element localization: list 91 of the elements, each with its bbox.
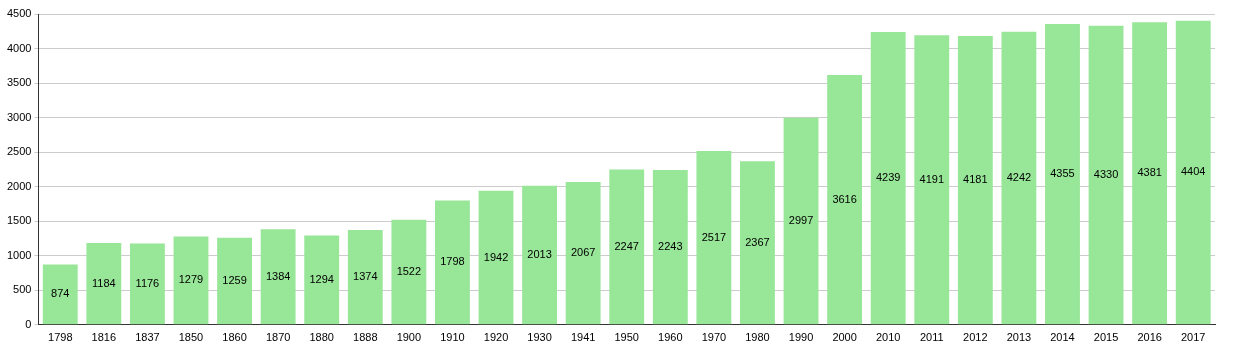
data-label: 4330 — [1093, 168, 1119, 181]
x-tick-label: 1970 — [701, 331, 727, 344]
x-tick-label: 2012 — [963, 331, 988, 344]
y-tick-label: 3000 — [6, 110, 32, 123]
x-tick-label: 2010 — [875, 331, 901, 344]
bar — [565, 182, 601, 325]
x-tick-label: 1860 — [222, 331, 247, 344]
bar — [129, 243, 165, 325]
x-tick-label: 2000 — [832, 331, 857, 344]
bar — [1088, 25, 1124, 325]
data-label: 4404 — [1180, 165, 1206, 178]
bar — [1175, 20, 1211, 325]
bar — [173, 236, 209, 325]
bar — [957, 36, 993, 325]
data-label: 2367 — [745, 235, 770, 248]
data-label: 1259 — [222, 274, 247, 287]
data-label: 2247 — [614, 239, 639, 252]
y-tick-label: 3500 — [6, 76, 32, 89]
bar — [260, 229, 296, 325]
data-label: 2517 — [701, 230, 727, 243]
x-tick-label: 1798 — [48, 331, 73, 344]
bar — [304, 235, 340, 325]
y-tick-label: 1500 — [6, 214, 32, 227]
data-label: 1522 — [396, 265, 422, 278]
x-tick-label: 1950 — [614, 331, 639, 344]
bar — [42, 264, 78, 325]
data-label: 3616 — [832, 192, 857, 205]
bar — [827, 75, 863, 325]
bar — [783, 117, 819, 325]
x-tick-label: 1941 — [570, 331, 596, 344]
y-tick-label: 4000 — [6, 41, 32, 54]
bar — [870, 32, 906, 325]
bar — [740, 161, 775, 325]
data-label: 1294 — [309, 272, 334, 285]
y-tick-label: 0 — [25, 317, 32, 330]
x-tick-label: 1850 — [178, 331, 204, 344]
data-label: 1176 — [135, 276, 160, 289]
bar — [217, 237, 252, 325]
data-label: 2013 — [527, 248, 552, 261]
y-tick-label: 1000 — [6, 248, 32, 261]
data-label: 2067 — [570, 246, 596, 259]
data-label: 4181 — [963, 173, 988, 186]
x-tick-label: 1870 — [265, 331, 291, 344]
bar — [522, 185, 558, 325]
x-tick-label: 2016 — [1137, 331, 1162, 344]
x-tick-label: 2014 — [1050, 331, 1075, 344]
x-tick-label: 2011 — [919, 331, 944, 344]
data-label: 4355 — [1050, 167, 1075, 180]
bar — [391, 219, 427, 325]
bar — [609, 169, 645, 325]
x-tick-label: 2013 — [1006, 331, 1032, 344]
x-tick-label: 1960 — [658, 331, 683, 344]
bar — [1132, 22, 1168, 325]
bar — [478, 190, 514, 325]
bar — [1001, 31, 1037, 325]
data-label: 874 — [51, 287, 70, 300]
bar — [914, 35, 950, 325]
data-label: 1279 — [178, 273, 204, 286]
bar — [696, 150, 732, 325]
bar — [435, 200, 470, 325]
x-tick-label: 1910 — [440, 331, 465, 344]
x-tick-label: 1900 — [396, 331, 422, 344]
y-tick-label: 4500 — [6, 7, 32, 20]
x-tick-label: 1990 — [788, 331, 814, 344]
x-tick-label: 1930 — [527, 331, 552, 344]
x-tick-label: 1980 — [745, 331, 770, 344]
y-tick-label: 500 — [13, 283, 32, 296]
x-tick-label: 2017 — [1180, 331, 1206, 344]
y-tick-label: 2000 — [6, 179, 32, 192]
data-label: 4239 — [875, 171, 901, 184]
x-tick-label: 2015 — [1093, 331, 1119, 344]
data-label: 1942 — [483, 250, 509, 263]
x-tick-label: 1837 — [135, 331, 160, 344]
x-tick-label: 1888 — [353, 331, 378, 344]
x-tick-label: 1880 — [309, 331, 334, 344]
bar — [652, 169, 688, 325]
bar — [86, 243, 122, 325]
data-label: 4381 — [1137, 166, 1162, 179]
data-label: 1384 — [265, 269, 291, 282]
bar — [1045, 24, 1080, 325]
y-tick-label: 2500 — [6, 145, 32, 158]
data-label: 1374 — [353, 270, 378, 283]
data-label: 2997 — [788, 214, 814, 227]
data-label: 1798 — [440, 255, 465, 268]
data-label: 1184 — [92, 276, 116, 289]
x-tick-label: 1920 — [483, 331, 509, 344]
data-label: 2243 — [658, 240, 683, 253]
x-tick-label: 1816 — [91, 331, 117, 344]
data-label: 4191 — [919, 172, 944, 185]
data-label: 4242 — [1006, 171, 1032, 184]
bar — [347, 229, 383, 325]
